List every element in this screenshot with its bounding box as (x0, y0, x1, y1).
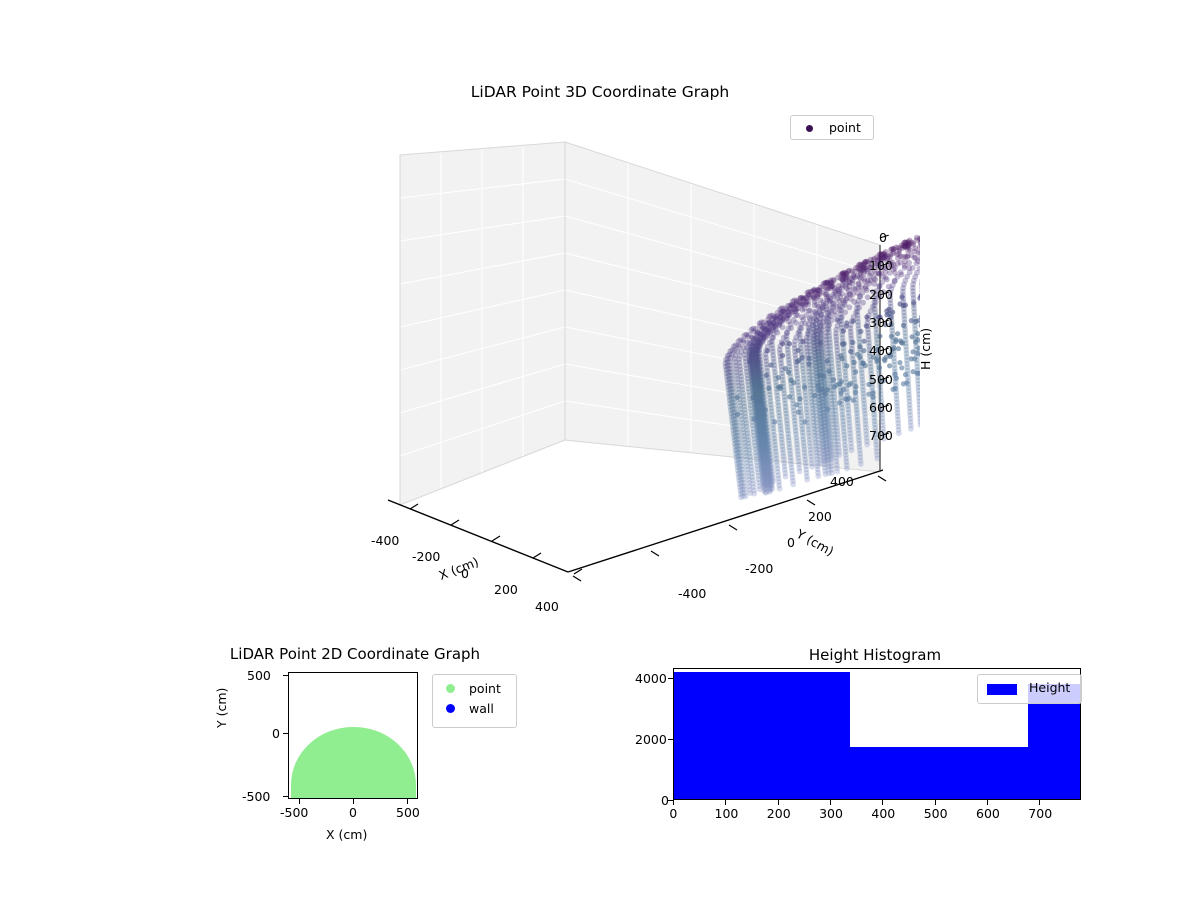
xhist-tick-0: 0 (669, 806, 677, 821)
xhist-tickmark-600 (987, 800, 988, 805)
legend-label-point: point (829, 120, 861, 135)
x2d-tick-500: 500 (396, 805, 420, 820)
yhist-tick-4000: 4000 (635, 671, 667, 686)
x2d-tickmark-500 (407, 799, 408, 804)
z-tick-400: 400 (869, 343, 893, 358)
xhist-tickmark-700 (1039, 800, 1040, 805)
xhist-tickmark-0 (673, 800, 674, 805)
xhist-tickmark-100 (725, 800, 726, 805)
z-tick-100: 100 (869, 258, 893, 273)
yhist-tickmark-4000 (668, 678, 673, 679)
lidar-3d-canvas (300, 140, 920, 640)
z-tick-0: 0 (879, 230, 887, 245)
y2d-axis-label: Y (cm) (214, 688, 229, 728)
legend-marker-wall-icon (446, 704, 455, 713)
lidar-2d-axes[interactable] (288, 672, 418, 799)
xhist-tickmark-400 (882, 800, 883, 805)
z-tick-500: 500 (869, 372, 893, 387)
y2d-tick-0: 0 (272, 726, 280, 741)
xhist-tick-500: 500 (924, 806, 948, 821)
lidar-2d-title: LiDAR Point 2D Coordinate Graph (180, 645, 530, 663)
xhist-tickmark-300 (830, 800, 831, 805)
x-tick--200: -200 (412, 549, 440, 564)
z-tick-600: 600 (869, 400, 893, 415)
y-tick-200: 200 (808, 509, 832, 524)
xhist-tick-300: 300 (819, 806, 843, 821)
x2d-tick--500: -500 (280, 805, 308, 820)
xhist-tick-700: 700 (1028, 806, 1052, 821)
yhist-tickmark-2000 (668, 739, 673, 740)
xhist-tick-200: 200 (767, 806, 791, 821)
y-axis-ticks (573, 476, 886, 581)
yhist-tick-2000: 2000 (635, 732, 667, 747)
legend-marker-point-icon (806, 125, 813, 132)
y-tick--400: -400 (678, 586, 706, 601)
y2d-tick--500: -500 (242, 789, 270, 804)
y2d-tickmark-500 (283, 675, 288, 676)
xhist-tickmark-500 (935, 800, 936, 805)
legend-3d[interactable]: point (790, 115, 874, 140)
z-tick-200: 200 (869, 287, 893, 302)
histogram-title: Height Histogram (640, 646, 1110, 664)
legend-histogram[interactable]: Height (977, 674, 1082, 704)
z-tick-700: 700 (869, 428, 893, 443)
x-tick--400: -400 (371, 533, 399, 548)
y-tick-400: 400 (830, 474, 854, 489)
pane-back-left (400, 142, 565, 505)
histogram-bar (674, 672, 850, 799)
y2d-tick-500: 500 (247, 668, 271, 683)
histogram-bar (850, 747, 1028, 799)
x2d-axis-label: X (cm) (326, 827, 367, 842)
legend-label-wall: wall (469, 701, 494, 716)
z-axis-label: H (cm) (918, 328, 933, 370)
legend-label-point-2d: point (469, 681, 501, 696)
y2d-tickmark--500 (283, 796, 288, 797)
page-title: LiDAR Point 3D Coordinate Graph (0, 83, 1200, 101)
lidar-3d-axes[interactable] (300, 140, 920, 640)
x2d-tickmark--500 (299, 799, 300, 804)
x2d-tick-0: 0 (349, 805, 357, 820)
y2d-tickmark-0 (283, 733, 288, 734)
legend-marker-point-2d-icon (446, 684, 455, 693)
legend-swatch-height-icon (987, 684, 1017, 695)
xhist-tick-600: 600 (976, 806, 1000, 821)
xhist-tick-400: 400 (871, 806, 895, 821)
xhist-tick-100: 100 (715, 806, 739, 821)
z-axis-ticks (876, 140, 920, 600)
z-tick-300: 300 (869, 315, 893, 330)
point-cloud-2d (291, 727, 416, 798)
legend-label-height: Height (1029, 680, 1070, 695)
x-tick-200: 200 (494, 582, 518, 597)
x2d-tickmark-0 (353, 799, 354, 804)
xhist-tickmark-200 (778, 800, 779, 805)
y-tick--200: -200 (745, 561, 773, 576)
legend-2d[interactable]: point wall (432, 674, 517, 728)
x-tick-400: 400 (535, 599, 559, 614)
